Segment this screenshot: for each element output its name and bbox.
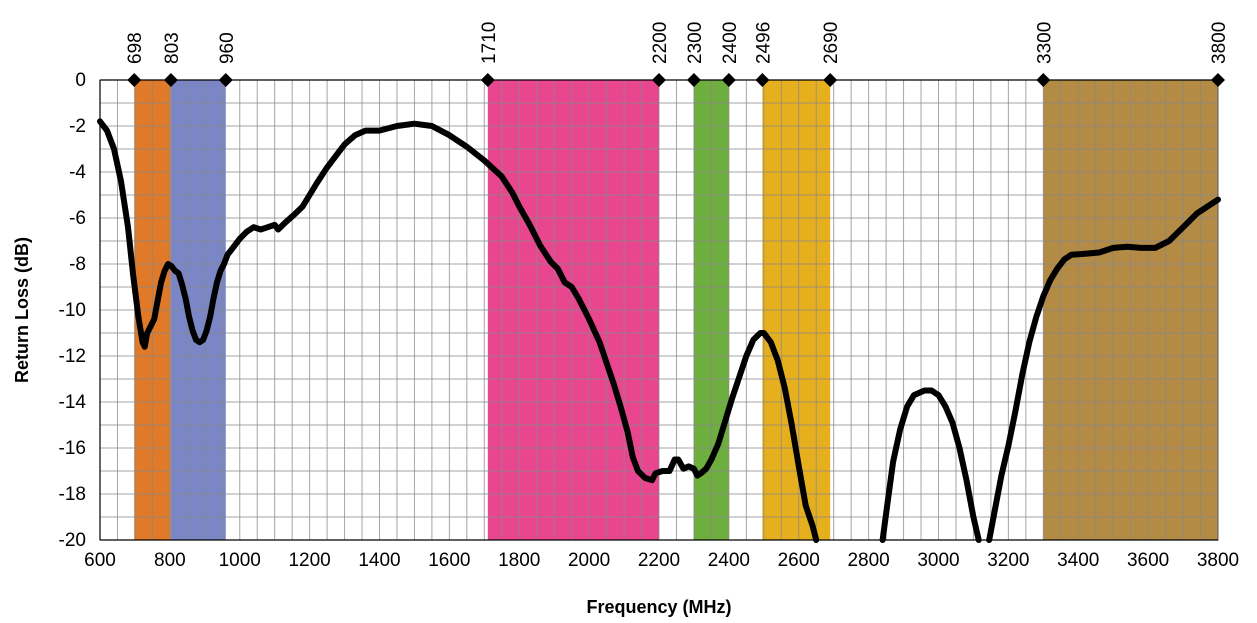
band-marker-label: 3800 [1209,22,1230,64]
y-tick-label: -12 [59,346,86,367]
tick-labels: 600 800 1000 1200 1400 1600 1800 2000 2200 2400 26… [59,22,1240,571]
band-marker-diamond [127,73,142,87]
x-tick-label: 1200 [288,550,330,571]
x-tick-label: 1600 [428,550,470,571]
x-tick-label: 2800 [847,550,889,571]
x-axis-title: Frequency (MHz) [586,597,731,617]
band-marker-label: 3300 [1034,22,1055,64]
y-tick-label: -8 [69,254,86,275]
x-tick-label: 600 [84,550,116,571]
return-loss-series-line [97,118,820,543]
band-marker-label: 2690 [821,22,842,64]
band-marker-diamond [480,73,495,87]
x-tick-label: 3600 [1127,550,1169,571]
x-tick-label: 2400 [708,550,750,571]
y-tick-label: 0 [75,70,86,91]
band-marker-diamond [652,73,666,87]
return-loss-series-line [986,196,1221,543]
y-tick-label: -6 [69,208,86,229]
y-tick-label: -2 [69,116,86,137]
band-marker-label: 2496 [753,22,774,64]
x-tick-label: 1400 [358,550,400,571]
band-marker-diamond [1211,73,1225,87]
return-loss-series-line [879,387,982,543]
return-loss-line [97,118,1221,543]
x-tick-label: 2000 [568,550,610,571]
band-marker-diamond [721,73,736,87]
band-marker-diamond [218,73,233,87]
x-tick-label: 3800 [1197,550,1239,571]
band-marker-diamond [755,73,770,87]
x-tick-label: 2600 [778,550,820,571]
x-tick-label: 3000 [917,550,959,571]
band-marker-label: 1710 [479,22,500,64]
band-marker-diamond [686,73,701,87]
band-marker-label: 2300 [685,22,706,64]
y-tick-label: -10 [59,300,86,321]
y-tick-label: -18 [59,484,86,505]
y-tick-label: -4 [69,162,86,183]
band-marker-diamond [1036,73,1051,87]
x-tick-label: 3200 [987,550,1029,571]
y-tick-label: -14 [59,392,87,413]
band-marker-label: 960 [217,32,238,64]
band-marker-label: 803 [162,32,183,64]
band-marker-label: 2400 [720,22,741,64]
band-marker-diamond [163,73,178,87]
band-marker-label: 698 [125,32,146,64]
y-tick-label: -20 [59,530,86,551]
y-tick-label: -16 [59,438,86,459]
band-marker-diamond [823,73,838,87]
x-tick-label: 3400 [1057,550,1099,571]
band-marker-label: 2200 [650,22,671,64]
x-tick-label: 2200 [638,550,680,571]
x-tick-label: 1800 [498,550,540,571]
x-tick-label: 800 [154,550,186,571]
y-axis-title: Return Loss (dB) [12,237,32,383]
x-tick-label: 1000 [219,550,261,571]
band-markers [127,73,1225,87]
